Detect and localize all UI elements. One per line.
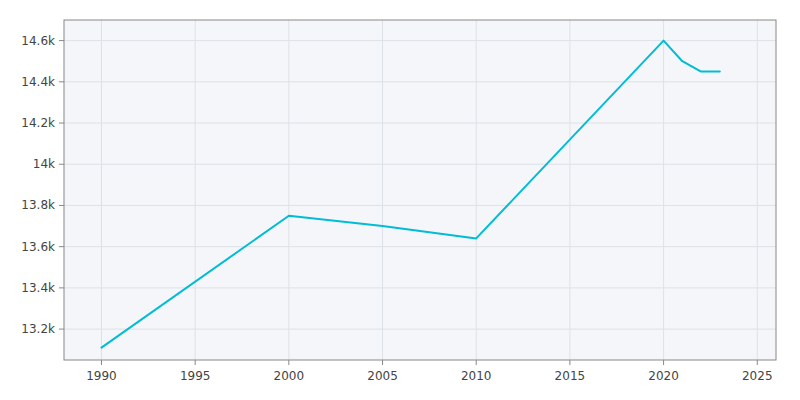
x-tick-label: 2000	[274, 369, 305, 383]
x-tick-label: 2015	[555, 369, 586, 383]
y-tick-label: 14.6k	[21, 34, 55, 48]
y-tick	[59, 246, 64, 247]
x-tick	[195, 360, 196, 365]
y-tick-label: 13.6k	[21, 240, 55, 254]
y-tick-label: 14k	[33, 157, 55, 171]
x-tick-label: 2025	[742, 369, 773, 383]
x-tick	[476, 360, 477, 365]
y-tick	[59, 81, 64, 82]
chart-svg: 1990 1995 2000 2005 2010 2015 2020 2025 13.2k 13.…	[0, 0, 800, 400]
x-tick-label: 2005	[367, 369, 398, 383]
y-tick-label: 13.8k	[21, 198, 55, 212]
x-grid-line	[476, 20, 477, 360]
x-tick-label: 1990	[86, 369, 117, 383]
y-tick	[59, 40, 64, 41]
x-grid-line	[663, 20, 664, 360]
data-line	[101, 41, 719, 348]
chart-container: 1990 1995 2000 2005 2010 2015 2020 2025 13.2k 13.…	[0, 0, 800, 400]
x-tick	[101, 360, 102, 365]
x-tick-label: 1995	[180, 369, 211, 383]
y-grid-line	[64, 40, 776, 41]
x-tick	[288, 360, 289, 365]
x-grid-line	[382, 20, 383, 360]
x-tick	[663, 360, 664, 365]
y-tick-label: 14.2k	[21, 116, 55, 130]
x-tick-label: 2010	[461, 369, 492, 383]
y-grid-line	[64, 287, 776, 288]
x-tick	[569, 360, 570, 365]
y-grid-line	[64, 123, 776, 124]
y-grid-line	[64, 329, 776, 330]
x-tick-label: 2020	[648, 369, 679, 383]
y-tick-label: 14.4k	[21, 75, 55, 89]
y-tick	[59, 205, 64, 206]
axes: 1990 1995 2000 2005 2010 2015 2020 2025 13.2k 13.…	[21, 20, 776, 383]
x-grid-line	[195, 20, 196, 360]
data-layer	[101, 41, 719, 348]
x-tick	[382, 360, 383, 365]
x-tick	[757, 360, 758, 365]
y-tick-label: 13.2k	[21, 322, 55, 336]
y-grid-line	[64, 164, 776, 165]
y-grid-line	[64, 81, 776, 82]
y-grid-line	[64, 246, 776, 247]
plot-frame	[64, 20, 776, 360]
y-tick-label: 13.4k	[21, 281, 55, 295]
x-grid-line	[569, 20, 570, 360]
y-tick	[59, 123, 64, 124]
y-tick	[59, 329, 64, 330]
y-tick	[59, 164, 64, 165]
y-tick	[59, 287, 64, 288]
grid	[64, 20, 776, 360]
plot-background	[64, 20, 776, 360]
x-grid-line	[757, 20, 758, 360]
page: {"chart_data": {"type": "line", "x": [19…	[0, 0, 800, 400]
x-grid-line	[288, 20, 289, 360]
y-grid-line	[64, 205, 776, 206]
x-grid-line	[101, 20, 102, 360]
